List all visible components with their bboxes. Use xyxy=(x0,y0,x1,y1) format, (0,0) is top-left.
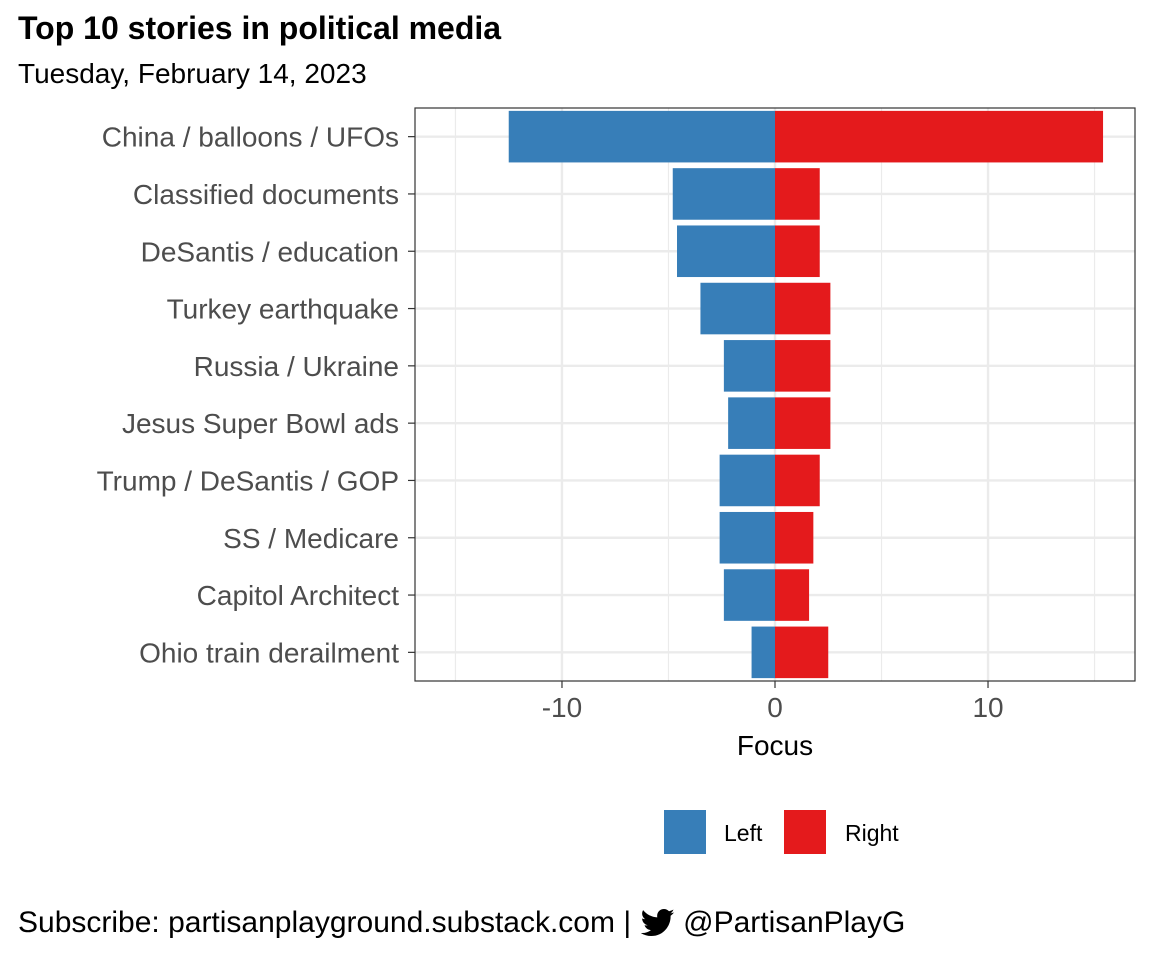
bar-left xyxy=(723,340,775,392)
chart-subtitle: Tuesday, February 14, 2023 xyxy=(18,58,367,89)
bar-left xyxy=(719,454,775,507)
diverging-bar-chart: China / balloons / UFOs Classified docume… xyxy=(97,107,1136,854)
legend-label-right: Right xyxy=(845,820,899,846)
x-axis-title: Focus xyxy=(737,730,813,761)
bar-left xyxy=(723,569,775,621)
twitter-bird-icon xyxy=(641,908,675,937)
bar-right xyxy=(775,626,829,679)
bar-right xyxy=(775,168,820,220)
x-tick-label: -10 xyxy=(542,692,582,723)
x-tick-label: 10 xyxy=(972,692,1003,723)
bar-left xyxy=(700,282,775,335)
y-tick-label: Ohio train derailment xyxy=(139,637,399,668)
bar-right xyxy=(775,454,820,507)
bar-right xyxy=(775,340,831,392)
y-tick-label: Trump / DeSantis / GOP xyxy=(97,465,399,496)
x-tick-label: 0 xyxy=(767,692,783,723)
bar-left xyxy=(508,110,775,163)
y-tick-label: Turkey earthquake xyxy=(167,294,399,325)
y-tick-label: SS / Medicare xyxy=(223,523,399,554)
bar-right xyxy=(775,225,820,278)
chart-title: Top 10 stories in political media xyxy=(18,10,502,46)
y-tick-label: Jesus Super Bowl ads xyxy=(122,408,399,439)
y-tick-label: Russia / Ukraine xyxy=(194,351,399,382)
footer: Subscribe: partisanplayground.substack.c… xyxy=(18,906,905,940)
y-tick-label: DeSantis / education xyxy=(141,236,399,267)
bar-left xyxy=(672,168,775,220)
bar-left xyxy=(677,225,775,278)
subscribe-text: Subscribe: partisanplayground.substack.c… xyxy=(18,906,632,939)
y-tick-label: Classified documents xyxy=(133,179,399,210)
bar-right xyxy=(775,511,814,564)
bar-left xyxy=(751,626,775,679)
bar-right xyxy=(775,569,810,621)
bar-right xyxy=(775,397,831,449)
legend-label-left: Left xyxy=(724,820,763,846)
y-tick-label: Capitol Architect xyxy=(197,580,400,611)
legend-swatch-right xyxy=(784,810,826,854)
bar-left xyxy=(728,397,775,449)
y-tick-label: China / balloons / UFOs xyxy=(102,122,399,153)
legend-swatch-left xyxy=(664,810,706,854)
twitter-handle: @PartisanPlayG xyxy=(683,906,906,939)
bar-right xyxy=(775,110,1104,163)
bar-left xyxy=(719,511,775,564)
bar-right xyxy=(775,282,831,335)
